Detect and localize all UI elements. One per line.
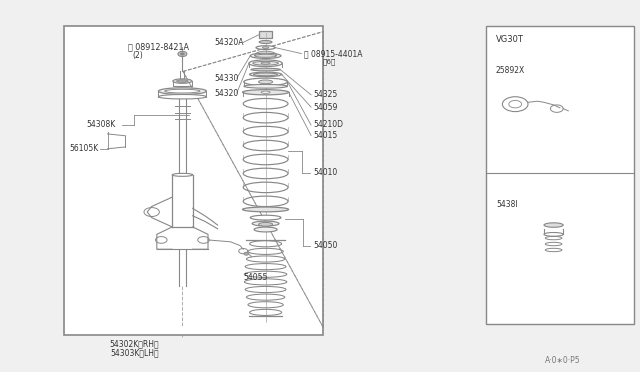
Ellipse shape [254, 227, 277, 232]
Bar [259, 31, 272, 38]
Ellipse shape [249, 60, 282, 67]
Text: 54210D: 54210D [314, 121, 344, 129]
Text: A·0∗0·P5: A·0∗0·P5 [545, 356, 581, 365]
Ellipse shape [177, 80, 188, 83]
Text: 54320: 54320 [214, 89, 239, 97]
Ellipse shape [158, 94, 206, 99]
Ellipse shape [255, 54, 276, 57]
Text: 54050: 54050 [314, 241, 338, 250]
Ellipse shape [544, 232, 563, 236]
Text: 56105K: 56105K [69, 144, 99, 153]
Circle shape [180, 53, 184, 55]
Circle shape [244, 252, 249, 255]
Text: 5438I: 5438I [496, 200, 518, 209]
Text: (2): (2) [132, 51, 143, 60]
Ellipse shape [243, 90, 289, 95]
Ellipse shape [261, 91, 270, 93]
Ellipse shape [259, 41, 272, 44]
Text: 54308K: 54308K [86, 120, 116, 129]
Ellipse shape [262, 46, 269, 49]
Ellipse shape [165, 89, 200, 93]
Text: 25892X: 25892X [496, 66, 525, 75]
Ellipse shape [544, 223, 563, 227]
Text: 54015: 54015 [314, 131, 338, 140]
Ellipse shape [252, 221, 279, 226]
Ellipse shape [243, 207, 289, 212]
Ellipse shape [259, 80, 273, 84]
Ellipse shape [244, 84, 287, 88]
Text: 54330: 54330 [214, 74, 239, 83]
Ellipse shape [158, 88, 206, 94]
Ellipse shape [250, 53, 281, 58]
Text: 54059: 54059 [314, 103, 338, 112]
Ellipse shape [259, 222, 273, 226]
Text: 54010: 54010 [314, 169, 338, 177]
Text: Ⓦ 08915-4401A: Ⓦ 08915-4401A [304, 49, 362, 58]
Text: 54325: 54325 [314, 90, 338, 99]
Ellipse shape [261, 62, 270, 64]
Ellipse shape [244, 78, 287, 86]
Bar [486, 26, 634, 324]
Text: 54302K（RH）: 54302K（RH） [109, 340, 159, 349]
Text: 54320A: 54320A [214, 38, 244, 47]
Text: （6）: （6） [323, 58, 336, 65]
Bar [64, 26, 323, 335]
Text: 54055: 54055 [243, 273, 268, 282]
Ellipse shape [253, 61, 278, 65]
Text: VG30T: VG30T [496, 35, 524, 44]
Ellipse shape [251, 68, 280, 71]
Ellipse shape [173, 79, 192, 83]
Ellipse shape [172, 173, 193, 176]
Circle shape [178, 51, 187, 57]
Text: 54303K（LH）: 54303K（LH） [110, 348, 159, 357]
Text: ⓝ 08912-8421A: ⓝ 08912-8421A [128, 42, 189, 51]
Ellipse shape [250, 72, 282, 77]
Ellipse shape [250, 215, 281, 220]
Ellipse shape [253, 73, 278, 76]
Ellipse shape [256, 46, 275, 49]
